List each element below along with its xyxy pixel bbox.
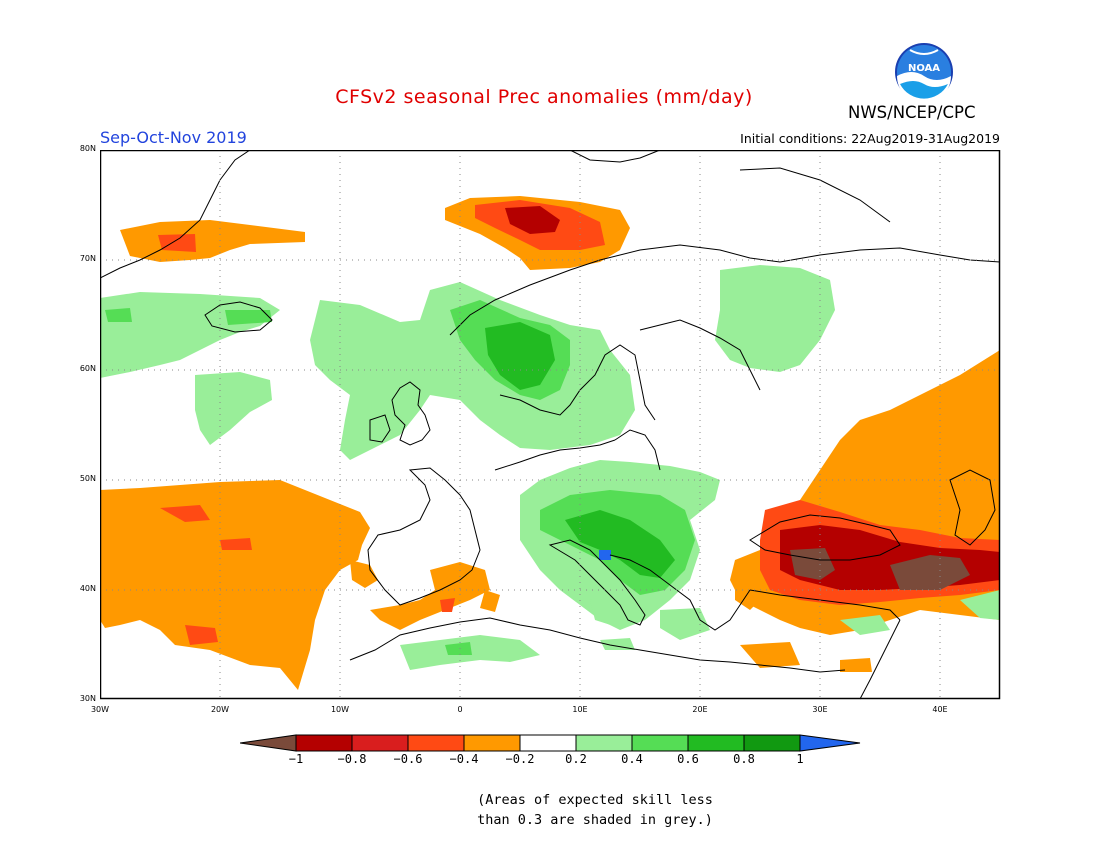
lat-label-70n: 70N <box>79 254 96 263</box>
colorbar-label-10: 1 <box>796 752 804 766</box>
logo-text: NOAA <box>908 63 940 74</box>
anomaly-iceland-wet-core <box>105 308 272 325</box>
lat-label-80n: 80N <box>79 144 96 153</box>
anomaly-atlantic-mid-wet <box>195 372 272 445</box>
anomaly-svalbard-sea-dry-core <box>505 206 560 234</box>
lon-label-10e: 10E <box>572 705 588 714</box>
colorbar-label-6: 0.2 <box>565 752 587 766</box>
precipitation-anomaly-map <box>100 150 1001 700</box>
anomaly-finland-wet <box>715 265 835 372</box>
colorbar-bin-5 <box>519 734 577 752</box>
lat-label-30n: 30N <box>79 694 96 703</box>
colorbar-label-5: −0.2 <box>505 752 535 766</box>
colorbar-label-1: −1 <box>288 752 304 766</box>
colorbar-bin-8 <box>687 734 745 752</box>
season-label: Sep-Oct-Nov 2019 <box>100 128 247 147</box>
anomaly-north-atlantic-dry <box>100 480 370 690</box>
colorbar-label-8: 0.6 <box>677 752 699 766</box>
lon-label-20w: 20W <box>210 705 230 714</box>
colorbar-label-9: 0.8 <box>733 752 755 766</box>
colorbar-label-3: −0.6 <box>393 752 423 766</box>
colorbar-label-4: −0.4 <box>449 752 479 766</box>
anomaly-northsea-wet <box>310 282 635 460</box>
lat-label-60n: 60N <box>79 364 96 373</box>
initial-conditions-label: Initial conditions: 22Aug2019-31Aug2019 <box>740 131 1000 146</box>
lon-label-0: 0 <box>457 705 463 714</box>
anomaly-iberia-dry-core <box>440 598 455 612</box>
graticule <box>100 150 1000 699</box>
anomaly-north-africa-wet-core <box>445 642 472 655</box>
anomaly-layer <box>100 196 1000 690</box>
colorbar-low-end <box>240 734 297 752</box>
colorbar-high-end <box>799 734 861 752</box>
organization-label: NWS/NCEP/CPC <box>848 103 976 122</box>
colorbar-label-7: 0.4 <box>621 752 643 766</box>
anomaly-adriatic-max-wet <box>599 550 611 560</box>
lon-label-40e: 40E <box>932 705 948 714</box>
anomaly-alps-balkans-core-wet <box>565 510 675 578</box>
lon-label-30e: 30E <box>812 705 828 714</box>
colorbar-bin-3 <box>407 734 465 752</box>
colorbar-bin-6 <box>575 734 633 752</box>
colorbar-bin-4 <box>463 734 521 752</box>
coastlines <box>100 150 1001 700</box>
lat-label-50n: 50N <box>79 474 96 483</box>
colorbar-bin-9 <box>743 734 801 752</box>
lon-label-30w: 30W <box>90 705 110 714</box>
colorbar <box>240 734 861 752</box>
anomaly-norway-core-wet <box>485 322 555 390</box>
anomaly-med-wet <box>590 598 710 640</box>
anomaly-subtropical-atlantic-dry-core <box>160 505 252 645</box>
colorbar-bin-7 <box>631 734 689 752</box>
map-title: CFSv2 seasonal Prec anomalies (mm/day) <box>335 86 753 108</box>
colorbar-label-2: −0.8 <box>337 752 367 766</box>
skill-note-line-2: than 0.3 are shaded in grey.) <box>477 812 713 828</box>
lat-label-40n: 40N <box>79 584 96 593</box>
anomaly-anatolia-core-dry <box>790 548 970 590</box>
anomaly-arabia-wet <box>840 590 1000 635</box>
noaa-logo: NOAA <box>895 43 953 102</box>
colorbar-bin-1 <box>295 734 353 752</box>
map-frame <box>100 150 1001 700</box>
anomaly-levant-dry <box>740 642 872 672</box>
anomaly-greenland-east-dry <box>120 220 305 262</box>
lon-label-10w: 10W <box>330 705 350 714</box>
colorbar-bin-2 <box>351 734 409 752</box>
lon-label-20e: 20E <box>692 705 708 714</box>
anomaly-greenland-east-dry-core <box>158 234 196 252</box>
skill-note-line-1: (Areas of expected skill less <box>477 792 713 808</box>
